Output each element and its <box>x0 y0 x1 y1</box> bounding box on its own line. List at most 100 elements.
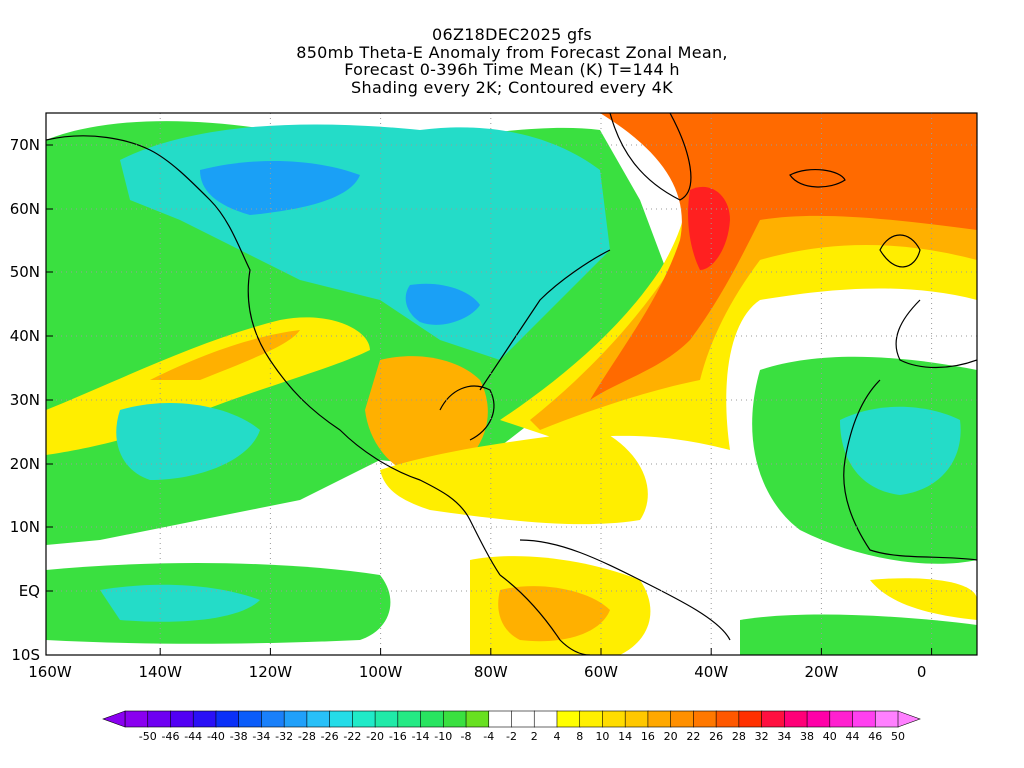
colorbar-label: 46 <box>868 730 882 743</box>
colorbar-swatch <box>465 710 490 728</box>
colorbar-label: 50 <box>891 730 905 743</box>
longitude-labels: 160W 140W 120W 100W 80W 60W 40W 20W 0 <box>28 663 926 681</box>
colorbar-swatch <box>761 710 786 728</box>
colorbar-swatch <box>442 710 467 728</box>
colorbar-label: -38 <box>230 730 248 743</box>
colorbar-swatch <box>124 710 149 728</box>
shade-cold-strong-nw-canada <box>200 160 360 215</box>
colorbar-swatch <box>829 710 854 728</box>
colorbar-label: 10 <box>595 730 609 743</box>
colorbar-swatch <box>693 710 717 728</box>
colorbar-label: 16 <box>641 730 655 743</box>
shade-cold-mid-pacific <box>116 402 260 480</box>
colorbar-label: -16 <box>389 730 407 743</box>
colorbar-label: 28 <box>732 730 746 743</box>
colorbar-label: -20 <box>366 730 384 743</box>
colorbar-swatch <box>806 710 831 728</box>
colorbar-swatch <box>784 710 808 728</box>
lon-label-140w: 140W <box>138 663 182 681</box>
lat-label-10s: 10S <box>11 646 40 664</box>
colorbar-label: -2 <box>506 730 517 743</box>
lat-label-30n: 30N <box>10 391 40 409</box>
colorbar-swatch <box>738 710 763 728</box>
colorbar-label: 8 <box>576 730 583 743</box>
shade-cold-weak-south-atlantic <box>740 614 977 655</box>
colorbar-label: -32 <box>275 730 293 743</box>
colorbar-swatch <box>420 710 444 728</box>
colorbar-swatch <box>715 710 740 728</box>
colorbar-swatch <box>261 710 285 728</box>
title-line-1: 06Z18DEC2025 gfs <box>431 25 592 44</box>
colorbar-swatch <box>874 710 899 728</box>
colorbar-label: 20 <box>664 730 678 743</box>
colorbar-swatch <box>215 710 240 728</box>
lat-label-eq: EQ <box>19 582 40 600</box>
shade-warm-strong-atlantic <box>590 113 977 400</box>
coast-west-africa <box>843 379 977 561</box>
colorbar-label: 38 <box>800 730 814 743</box>
colorbar-label: -26 <box>321 730 339 743</box>
colorbar-label: -46 <box>161 730 179 743</box>
colorbar-swatch <box>647 710 672 728</box>
shade-warm-mid-pacific <box>150 330 300 380</box>
coast-iceland <box>789 168 846 188</box>
colorbar-swatch <box>170 710 194 728</box>
latitude-labels: 70N 60N 50N 40N 30N 20N 10N EQ 10S <box>10 136 40 664</box>
colorbar: -50 -46 -44 -40 -38 -34 -32 -28 -26 -22 -20 -16 -14-… <box>102 710 921 743</box>
colorbar-swatch <box>374 710 399 728</box>
shade-warm-weak-gulf-of-guinea <box>870 578 977 620</box>
shade-cold-mid-tropical-pacific <box>100 584 260 622</box>
lat-label-70n: 70N <box>10 136 40 154</box>
anomaly-shading <box>46 113 977 655</box>
colorbar-arrow-left <box>102 710 126 728</box>
lon-label-160w: 160W <box>28 663 72 681</box>
coast-iberia <box>895 299 977 369</box>
colorbar-swatch <box>670 710 695 728</box>
title-line-2: 850mb Theta-E Anomaly from Forecast Zona… <box>296 42 728 62</box>
colorbar-label: 44 <box>846 730 860 743</box>
colorbar-swatch <box>579 710 604 728</box>
lon-label-60w: 60W <box>584 663 618 681</box>
map-frame <box>45 112 978 656</box>
lat-label-50n: 50N <box>10 263 40 281</box>
tick-marks <box>46 144 933 655</box>
lat-label-20n: 20N <box>10 455 40 473</box>
lat-label-10n: 10N <box>10 518 40 536</box>
colorbar-swatch <box>533 710 558 728</box>
colorbar-label: -50 <box>139 730 157 743</box>
lon-label-100w: 100W <box>359 663 403 681</box>
colorbar-label: 34 <box>777 730 791 743</box>
colorbar-label: 22 <box>686 730 700 743</box>
lat-label-40n: 40N <box>10 327 40 345</box>
shade-warm-weak-caribbean <box>380 430 648 525</box>
colorbar-swatch <box>852 710 876 728</box>
colorbar-swatch <box>329 710 354 728</box>
colorbar-label: -8 <box>461 730 472 743</box>
graticule <box>46 113 977 655</box>
lat-label-60n: 60N <box>10 200 40 218</box>
title-line-3: Forecast 0-396h Time Mean (K) T=144 h <box>344 60 680 79</box>
coast-greenland <box>609 113 692 201</box>
colorbar-label: 2 <box>531 730 538 743</box>
colorbar-swatch <box>511 710 535 728</box>
colorbar-label: -4 <box>483 730 494 743</box>
colorbar-label: 4 <box>553 730 560 743</box>
colorbar-swatch <box>488 710 513 728</box>
lon-label-0: 0 <box>917 663 927 681</box>
colorbar-label: -14 <box>412 730 430 743</box>
shade-cold-mid-sahara <box>840 406 961 495</box>
coast-british-isles <box>879 234 921 268</box>
colorbar-swatch <box>306 710 331 728</box>
shade-warm-mid-gulf <box>365 356 488 480</box>
colorbar-swatch <box>556 710 581 728</box>
colorbar-swatch <box>602 710 626 728</box>
colorbar-label: -28 <box>298 730 316 743</box>
lon-label-40w: 40W <box>694 663 728 681</box>
lon-label-120w: 120W <box>249 663 293 681</box>
colorbar-swatch <box>397 710 422 728</box>
colorbar-arrow-right <box>897 710 921 728</box>
lon-label-80w: 80W <box>474 663 508 681</box>
title-line-4: Shading every 2K; Contoured every 4K <box>351 77 673 97</box>
coast-pacific-north-america <box>46 135 501 576</box>
